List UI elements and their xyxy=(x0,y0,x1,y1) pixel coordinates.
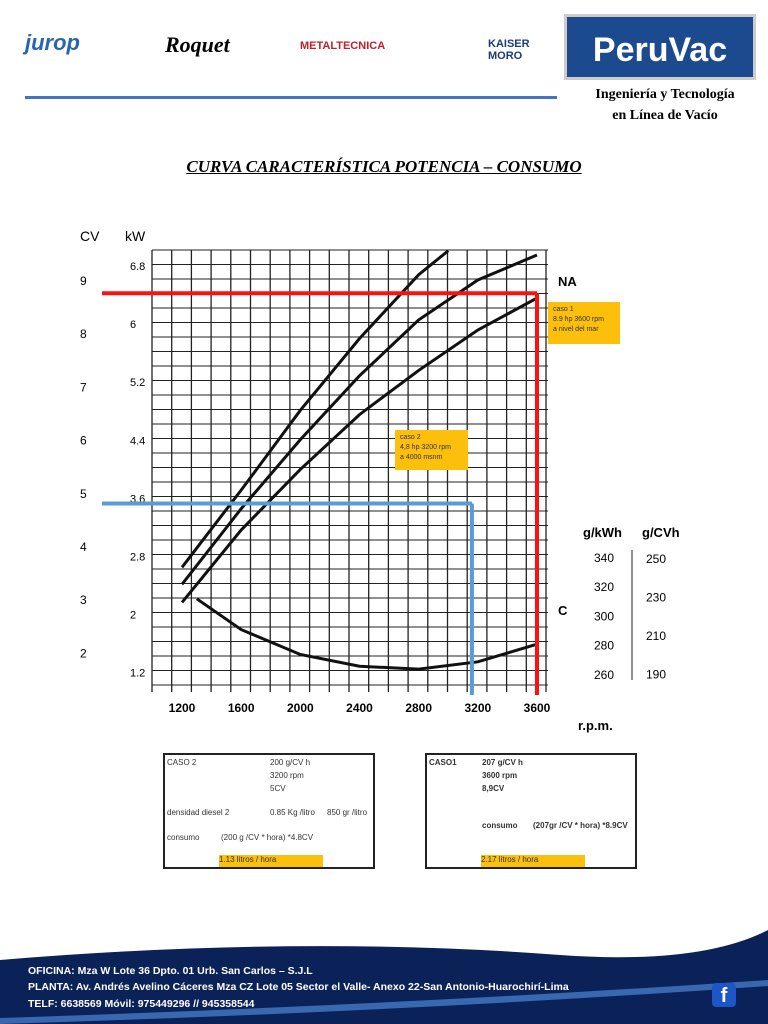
page-title: CURVA CARACTERÍSTICA POTENCIA – CONSUMO xyxy=(186,157,582,176)
caso1-g: 207 g/CV h xyxy=(482,758,523,767)
series-label-na: NA xyxy=(558,274,577,289)
caso2-density-kg: 0.85 Kg /litro xyxy=(270,808,315,817)
y-label-gkwh: g/kWh xyxy=(583,525,622,540)
caso1-rpm: 3600 rpm xyxy=(482,771,518,780)
series-line-middle xyxy=(180,253,538,586)
caso1-table: CASO1 207 g/CV h 3600 rpm 8,9CV consumo … xyxy=(425,753,637,869)
y-tick-cv: 6 xyxy=(80,434,87,448)
y-tick-gcvh: 190 xyxy=(646,668,666,682)
annotation-text: 8.9 hp 3600 rpm xyxy=(553,316,604,323)
caso2-result: 1.13 litros / hora xyxy=(219,855,323,867)
footer-phone: TELF: 6638569 Móvil: 975449296 // 945358… xyxy=(28,998,255,1010)
y-tick-cv: 9 xyxy=(80,274,87,288)
caso2-title: CASO 2 xyxy=(167,758,197,767)
caso2-g: 200 g/CV h xyxy=(270,758,311,767)
y-tick-cv: 7 xyxy=(80,380,87,394)
y-tick-gkwh: 340 xyxy=(594,551,614,565)
y-tick-gcvh: 250 xyxy=(646,552,666,566)
caso1-result: 2.17 litros / hora xyxy=(481,855,585,867)
caso2-consumption-label: consumo xyxy=(167,833,200,842)
y-tick-gcvh: 210 xyxy=(646,629,666,643)
annotation-text: 4,8 hp 3200 rpm xyxy=(400,444,451,451)
footer-office: OFICINA: Mza W Lote 36 Dpto. 01 Urb. San… xyxy=(28,965,313,977)
y-tick-kw: 6.8 xyxy=(130,261,145,273)
y-tick-gkwh: 300 xyxy=(594,609,614,623)
logo-metaltecnica: METALTECNICA xyxy=(300,40,386,52)
caso1-title: CASO1 xyxy=(429,758,457,767)
logo-jurop: jurop xyxy=(25,30,80,55)
caso2-density-label: densidad diesel 2 xyxy=(167,808,230,817)
caso2-cv: 5CV xyxy=(270,784,286,793)
x-tick: 1200 xyxy=(169,701,196,715)
annotation-text: a nivel del mar xyxy=(553,326,599,333)
y-tick-cv: 3 xyxy=(80,593,87,607)
y-tick-cv: 4 xyxy=(80,540,87,554)
caso2-consumption-formula: (200 g /CV * hora) *4.8CV xyxy=(221,833,314,842)
tagline: Ingeniería y Tecnología en Línea de Vacío xyxy=(570,84,760,126)
annotation-text: caso 1 xyxy=(553,306,574,313)
y-label-cv: CV xyxy=(80,228,100,244)
y-label-kw: kW xyxy=(125,228,146,244)
y-tick-kw: 5.2 xyxy=(130,377,145,389)
x-tick: 2400 xyxy=(346,701,373,715)
y-tick-cv: 2 xyxy=(80,646,87,660)
caso2-rpm: 3200 rpm xyxy=(270,771,304,780)
tagline-2: en Línea de Vacío xyxy=(612,108,718,123)
x-tick: 1600 xyxy=(228,701,255,715)
caso1-consumption-label: consumo xyxy=(482,821,518,830)
y-tick-gkwh: 260 xyxy=(594,668,614,682)
y-tick-gkwh: 280 xyxy=(594,639,614,653)
annotation-caso-1: caso 1 8.9 hp 3600 rpm a nivel del mar xyxy=(548,302,620,344)
caso1-consumption-formula: (207gr /CV * hora) *8.9CV xyxy=(533,821,628,830)
annotation-text: caso 2 xyxy=(400,434,421,441)
annotation-text: a 4000 msnm xyxy=(400,454,443,461)
y-tick-cv: 8 xyxy=(80,327,87,341)
logo-peruvac: PeruVac xyxy=(564,14,756,80)
tagline-1: Ingeniería y Tecnología xyxy=(595,87,735,102)
footer-plant: PLANTA: Av. Andrés Avelino Cáceres Mza C… xyxy=(28,981,569,993)
series-line-NA xyxy=(180,296,538,604)
annotation-caso-2: caso 2 4,8 hp 3200 rpm a 4000 msnm xyxy=(395,430,468,470)
x-tick: 2000 xyxy=(287,701,314,715)
logo-roquet: Roquet xyxy=(165,32,230,57)
series-line-C xyxy=(195,597,538,671)
y-tick-cv: 5 xyxy=(80,487,87,501)
facebook-icon[interactable]: f xyxy=(712,983,736,1007)
y-tick-kw: 2.8 xyxy=(130,552,145,564)
caso2-table: CASO 2 200 g/CV h 3200 rpm 5CV densidad … xyxy=(163,753,375,869)
y-tick-gkwh: 320 xyxy=(594,580,614,594)
series-label-c: C xyxy=(558,603,568,618)
y-tick-kw: 4.4 xyxy=(130,435,145,447)
caso1-cv: 8,9CV xyxy=(482,784,505,793)
x-tick: 3600 xyxy=(524,701,551,715)
y-tick-kw: 6 xyxy=(130,319,136,331)
logo-kaiser-moro: KAISER MORO xyxy=(488,38,530,62)
x-tick: 3200 xyxy=(464,701,491,715)
y-tick-gcvh: 230 xyxy=(646,591,666,605)
caso2-density-gr: 850 gr /litro xyxy=(327,808,368,817)
y-label-gcvh: g/CVh xyxy=(642,525,680,540)
x-tick: 2800 xyxy=(405,701,432,715)
x-axis-label: r.p.m. xyxy=(578,718,613,733)
y-tick-kw: 2 xyxy=(130,610,136,622)
y-tick-kw: 1.2 xyxy=(130,668,145,680)
footer-background xyxy=(0,930,768,1024)
header-divider xyxy=(25,96,557,99)
